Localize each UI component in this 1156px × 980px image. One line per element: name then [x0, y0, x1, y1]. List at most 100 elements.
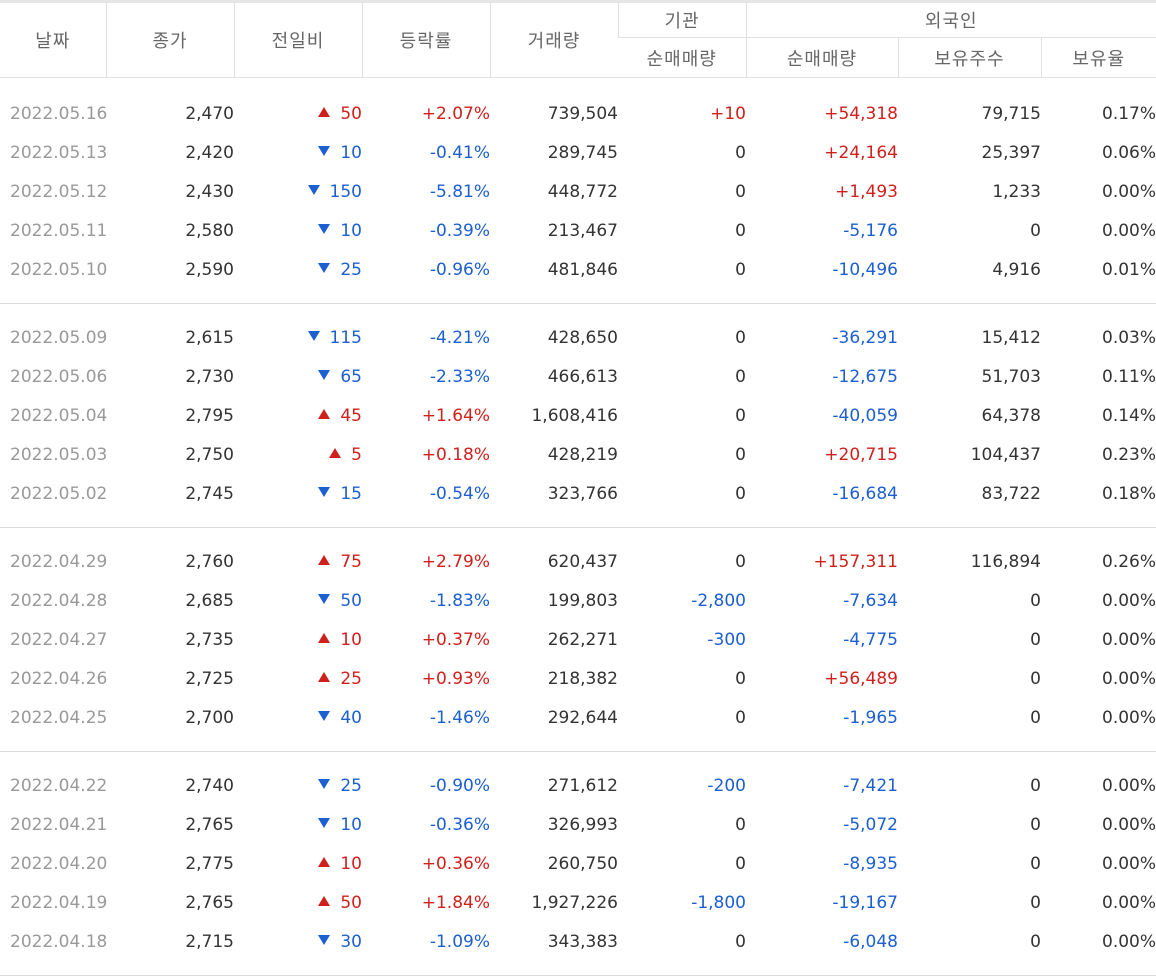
holdings-cell: 15,412 — [981, 327, 1041, 348]
foreign-net-cell: -40,059 — [832, 405, 898, 426]
close-cell: 2,715 — [185, 931, 234, 952]
change-value: 10 — [340, 220, 362, 241]
ratio-cell: 0.00% — [1102, 220, 1156, 241]
date-cell: 2022.04.22 — [10, 775, 108, 796]
foreign-net-cell: -8,935 — [843, 853, 898, 874]
rate-cell: -0.90% — [429, 775, 490, 796]
rate-cell: -0.96% — [429, 259, 490, 280]
institution-net-cell: 0 — [735, 814, 746, 835]
ratio-cell: 0.00% — [1102, 775, 1156, 796]
header-institution-net: 순매매량 — [618, 37, 746, 78]
rate-cell: -0.36% — [429, 814, 490, 835]
change-value: 25 — [340, 668, 362, 689]
close-cell: 2,760 — [185, 551, 234, 572]
holdings-cell: 4,916 — [992, 259, 1041, 280]
header-volume: 거래량 — [489, 0, 618, 78]
institution-net-cell: 0 — [735, 668, 746, 689]
foreign-net-cell: -10,496 — [832, 259, 898, 280]
ratio-cell: 0.00% — [1102, 181, 1156, 202]
table-row: 2022.05.12 2,430 150 -5.81% 448,772 0 +1,493 1,… — [0, 172, 1156, 211]
header-change: 전일비 — [233, 0, 362, 78]
foreign-net-cell: -7,634 — [843, 590, 898, 611]
down-triangle-icon — [318, 817, 331, 828]
foreign-net-cell: -7,421 — [843, 775, 898, 796]
ratio-cell: 0.00% — [1102, 892, 1156, 913]
change-value: 15 — [340, 483, 362, 504]
table-row: 2022.05.09 2,615 115 -4.21% 428,650 0 -36,291 1… — [0, 318, 1156, 357]
holdings-cell: 25,397 — [981, 142, 1041, 163]
institution-net-cell: 0 — [735, 444, 746, 465]
foreign-net-cell: +54,318 — [824, 103, 898, 124]
date-cell: 2022.05.09 — [10, 327, 108, 348]
up-triangle-icon — [318, 632, 331, 643]
institution-net-cell: -300 — [707, 629, 746, 650]
ratio-cell: 0.06% — [1102, 142, 1156, 163]
table-row: 2022.04.29 2,760 75 +2.79% 620,437 0 +157,311 1… — [0, 542, 1156, 581]
down-triangle-icon — [318, 262, 331, 273]
foreign-net-cell: -36,291 — [832, 327, 898, 348]
institution-net-cell: 0 — [735, 366, 746, 387]
header-ratio: 보유율 — [1040, 37, 1156, 78]
rate-cell: -2.33% — [429, 366, 490, 387]
institution-net-cell: 0 — [735, 707, 746, 728]
ratio-cell: 0.00% — [1102, 629, 1156, 650]
close-cell: 2,430 — [185, 181, 234, 202]
rate-cell: +1.64% — [421, 405, 490, 426]
ratio-cell: 0.14% — [1102, 405, 1156, 426]
volume-cell: 323,766 — [547, 483, 618, 504]
institution-net-cell: -1,800 — [691, 892, 746, 913]
date-cell: 2022.04.26 — [10, 668, 108, 689]
volume-cell: 326,993 — [547, 814, 618, 835]
down-triangle-icon — [318, 778, 331, 789]
volume-cell: 289,745 — [547, 142, 618, 163]
ratio-cell: 0.00% — [1102, 814, 1156, 835]
holdings-cell: 0 — [1030, 931, 1041, 952]
down-triangle-icon — [318, 223, 331, 234]
date-cell: 2022.05.13 — [10, 142, 108, 163]
change-value: 50 — [340, 103, 362, 124]
up-triangle-icon — [318, 856, 331, 867]
date-cell: 2022.05.16 — [10, 103, 108, 124]
change-cell: 115 — [234, 318, 362, 357]
volume-cell: 271,612 — [547, 775, 618, 796]
header-foreign: 외국인 — [745, 0, 1156, 39]
holdings-cell: 0 — [1030, 590, 1041, 611]
ratio-cell: 0.11% — [1102, 366, 1156, 387]
close-cell: 2,580 — [185, 220, 234, 241]
rate-cell: +0.37% — [421, 629, 490, 650]
volume-cell: 448,772 — [547, 181, 618, 202]
change-cell: 10 — [234, 133, 362, 172]
date-cell: 2022.05.10 — [10, 259, 108, 280]
volume-cell: 428,650 — [547, 327, 618, 348]
close-cell: 2,765 — [185, 814, 234, 835]
table-row: 2022.05.02 2,745 15 -0.54% 323,766 0 -16,684 83… — [0, 474, 1156, 513]
change-value: 50 — [340, 892, 362, 913]
ratio-cell: 0.01% — [1102, 259, 1156, 280]
header-holdings: 보유주수 — [897, 37, 1041, 78]
date-cell: 2022.04.18 — [10, 931, 108, 952]
close-cell: 2,420 — [185, 142, 234, 163]
header-close: 종가 — [105, 0, 234, 78]
change-value: 5 — [351, 444, 362, 465]
change-cell: 30 — [234, 922, 362, 961]
rate-cell: +2.07% — [421, 103, 490, 124]
change-value: 65 — [340, 366, 362, 387]
change-cell: 10 — [234, 211, 362, 250]
holdings-cell: 116,894 — [970, 551, 1041, 572]
volume-cell: 343,383 — [547, 931, 618, 952]
volume-cell: 620,437 — [547, 551, 618, 572]
close-cell: 2,470 — [185, 103, 234, 124]
header-date: 날짜 — [0, 0, 106, 78]
table-row: 2022.04.27 2,735 10 +0.37% 262,271 -300 -4,775… — [0, 620, 1156, 659]
header-foreign-net: 순매매량 — [745, 37, 898, 78]
institution-net-cell: 0 — [735, 142, 746, 163]
foreign-net-cell: +1,493 — [835, 181, 898, 202]
change-cell: 50 — [234, 94, 362, 133]
date-cell: 2022.05.06 — [10, 366, 108, 387]
foreign-net-cell: +56,489 — [824, 668, 898, 689]
change-value: 115 — [329, 327, 362, 348]
change-cell: 150 — [234, 172, 362, 211]
change-cell: 45 — [234, 396, 362, 435]
close-cell: 2,750 — [185, 444, 234, 465]
change-value: 45 — [340, 405, 362, 426]
